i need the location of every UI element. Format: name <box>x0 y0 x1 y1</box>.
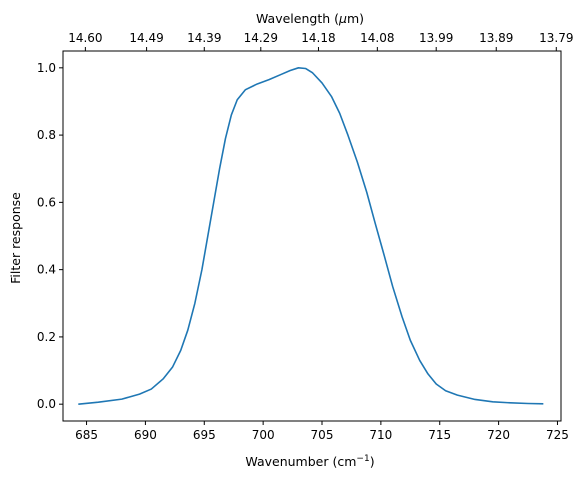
top-tick-label: 13.99 <box>419 31 453 45</box>
left-axis-ticks: 0.0 0.2 0.4 0.6 0.8 1.0 <box>37 61 63 411</box>
top-axis-label: Wavelength (μm) <box>256 11 364 26</box>
top-tick-label: 13.79 <box>539 31 573 45</box>
y-tick-label: 0.2 <box>37 330 56 344</box>
top-tick-label: 14.29 <box>244 31 278 45</box>
top-tick-label: 14.18 <box>301 31 335 45</box>
x-tick-label: 725 <box>546 428 569 442</box>
x-tick-label: 710 <box>369 428 392 442</box>
top-axis-ticks: 14.60 14.49 14.39 14.29 14.18 14.08 13.99 13.89… <box>68 31 573 51</box>
top-tick-label: 14.39 <box>187 31 221 45</box>
x-tick-label: 700 <box>252 428 275 442</box>
y-tick-label: 0.6 <box>37 195 56 209</box>
y-tick-label: 0.4 <box>37 263 56 277</box>
series-line-0 <box>78 67 544 405</box>
x-tick-label: 705 <box>311 428 334 442</box>
top-tick-label: 14.49 <box>129 31 163 45</box>
y-tick-label: 0.8 <box>37 128 56 142</box>
x-tick-label: 690 <box>134 428 157 442</box>
x-tick-label: 720 <box>487 428 510 442</box>
x-tick-label: 695 <box>193 428 216 442</box>
y-axis-label: Filter response <box>8 192 23 284</box>
top-tick-label: 14.08 <box>360 31 394 45</box>
x-tick-label: 715 <box>428 428 451 442</box>
y-tick-label: 0.0 <box>37 397 56 411</box>
x-tick-label: 685 <box>75 428 98 442</box>
top-tick-label: 13.89 <box>479 31 513 45</box>
bottom-axis-ticks: 685 690 695 700 705 710 715 720 725 <box>75 421 569 442</box>
top-tick-label: 14.60 <box>68 31 102 45</box>
axes-frame <box>62 50 562 422</box>
x-axis-label: Wavenumber (cm−1) <box>245 454 374 469</box>
series-layer <box>78 67 544 405</box>
y-tick-label: 1.0 <box>37 61 56 75</box>
